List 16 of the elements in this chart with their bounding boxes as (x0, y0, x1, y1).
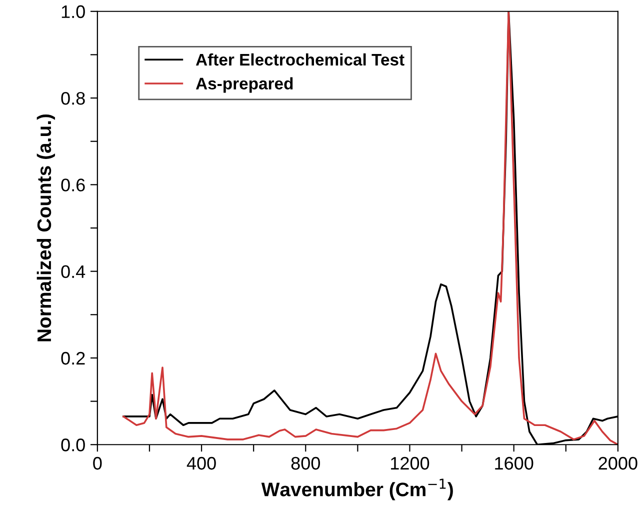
y-tick-label: 0.8 (61, 92, 85, 105)
y-tick-label: 1.0 (62, 5, 85, 18)
x-tick-label: 1200 (391, 456, 430, 470)
x-tick-label: 2000 (598, 456, 638, 470)
x-tick-label: 800 (291, 456, 320, 470)
y-tick-label: 0.2 (61, 352, 85, 365)
y-tick-label: 0.4 (61, 265, 86, 278)
legend-label: As-prepared (196, 77, 293, 93)
legend-label: After Electrochemical Test (196, 53, 404, 66)
x-tick-label: 0 (93, 456, 102, 470)
x-tick-label: 1600 (495, 456, 534, 470)
y-axis-title: Normalized Counts (a.u.) (36, 114, 55, 342)
x-axis-title: Wavenumber (Cm$^{−1}$) (261, 478, 453, 500)
x-tick-label: 400 (186, 456, 216, 470)
y-tick-label: 0.0 (61, 438, 85, 452)
y-tick-label: 0.6 (61, 178, 85, 192)
